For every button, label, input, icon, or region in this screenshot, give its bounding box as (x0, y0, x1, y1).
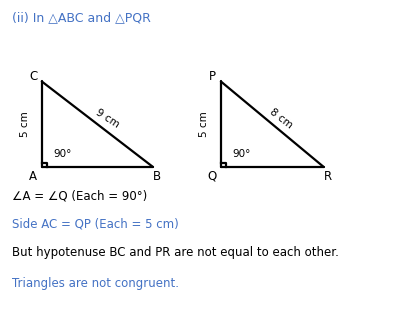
Text: (ii) In △ABC and △PQR: (ii) In △ABC and △PQR (12, 11, 151, 24)
Text: 8 cm: 8 cm (268, 107, 294, 130)
Text: Side AC = QP (Each = 5 cm): Side AC = QP (Each = 5 cm) (12, 218, 179, 231)
Text: Triangles are not congruent.: Triangles are not congruent. (12, 277, 179, 289)
Text: ∠A = ∠Q (Each = 90°): ∠A = ∠Q (Each = 90°) (12, 189, 147, 202)
Text: 90°: 90° (233, 149, 251, 159)
Text: 5 cm: 5 cm (199, 111, 209, 137)
Text: But hypotenuse BC and PR are not equal to each other.: But hypotenuse BC and PR are not equal t… (12, 246, 339, 259)
Text: R: R (324, 170, 332, 183)
Text: 5 cm: 5 cm (20, 111, 30, 137)
Text: 9 cm: 9 cm (94, 107, 121, 130)
Text: 90°: 90° (54, 149, 72, 159)
Text: B: B (153, 170, 161, 183)
Text: C: C (29, 70, 37, 83)
Text: P: P (209, 70, 216, 83)
Text: A: A (29, 170, 37, 183)
Text: Q: Q (207, 170, 217, 183)
